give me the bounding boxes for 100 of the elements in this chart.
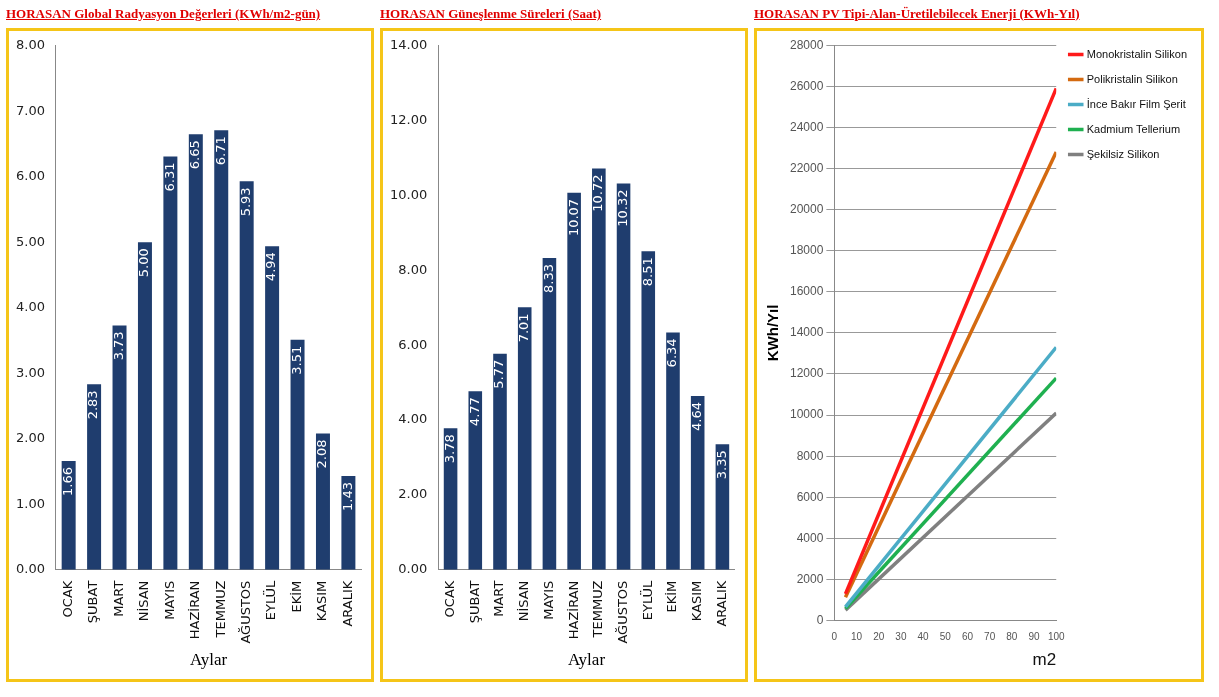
bar [265, 246, 280, 570]
x-tick-label: ARALIK [713, 580, 729, 627]
bar [542, 257, 557, 570]
data-label: 6.31 [161, 162, 177, 192]
bar [641, 251, 656, 570]
y-tick-label: 10000 [789, 407, 824, 422]
x-tick-label: HAZİRAN [565, 580, 581, 640]
x-tick-label: EYLÜL [262, 579, 279, 621]
bar [87, 384, 102, 570]
y-tick-label: 12.00 [390, 112, 428, 128]
x-tick-label: EKİM [288, 580, 304, 613]
bar [214, 130, 229, 570]
bar [592, 168, 606, 570]
y-tick-label: 2000 [796, 571, 824, 586]
y-tick-label: 10.00 [390, 186, 428, 202]
bar [616, 183, 631, 570]
x-tick-label: KASIM [314, 580, 330, 622]
bar [666, 332, 680, 570]
data-label: 4.77 [466, 397, 482, 427]
bar [163, 156, 178, 570]
y-tick-label: 4.00 [398, 411, 428, 427]
x-tick-label: ŞUBAT [466, 580, 482, 624]
bar [112, 325, 127, 570]
x-axis-title: Aylar [567, 650, 606, 670]
data-label: 7.01 [516, 313, 532, 343]
data-label: 8.33 [540, 263, 556, 293]
legend-label: Polikristalin Silikon [1086, 72, 1178, 85]
legend-label: Kadmium Tellerium [1086, 122, 1181, 135]
data-label: 10.32 [614, 189, 630, 227]
x-tick-label: TEMMUZ [212, 580, 228, 639]
x-tick-label: 10 [850, 631, 863, 643]
x-tick-label: EYLÜL [638, 579, 655, 621]
chart-title: HORASAN PV Tipi-Alan-Üretilebilecek Enerji (KWh-Yıl) [754, 6, 1081, 23]
data-label: 3.78 [441, 434, 457, 464]
x-tick-label: 60 [961, 631, 974, 643]
y-tick-label: 2.00 [15, 430, 45, 446]
x-tick-label: 50 [939, 631, 952, 643]
legend-label: Şekilsiz Silikon [1086, 147, 1160, 160]
data-label: 1.43 [339, 482, 355, 511]
data-label: 10.07 [565, 198, 581, 237]
bar [137, 242, 152, 570]
bar [315, 433, 330, 570]
y-tick-label: 0.00 [398, 561, 428, 577]
x-axis-title: m2 [1032, 650, 1057, 670]
y-tick-label: 14.00 [390, 37, 428, 53]
chart-title: HORASAN Güneşlenme Süreleri (Saat) [380, 6, 603, 23]
data-label: 5.93 [238, 187, 254, 217]
y-tick-label: 24000 [789, 119, 824, 134]
legend-label: Monokristalin Silikon [1086, 47, 1187, 60]
y-tick-label: 0.00 [15, 561, 45, 577]
x-tick-label: 90 [1028, 631, 1041, 643]
x-tick-label: MART [110, 580, 126, 617]
legend-label: İnce Bakır Film Şerit [1086, 97, 1186, 110]
y-tick-label: 8000 [796, 448, 824, 463]
y-tick-label: 6000 [796, 489, 824, 504]
data-label: 2.83 [85, 390, 101, 420]
bar [61, 460, 76, 570]
data-label: 5.77 [491, 359, 507, 389]
x-axis-title: Aylar [189, 650, 228, 670]
y-tick-label: 16000 [789, 284, 824, 299]
data-label: 10.72 [590, 174, 606, 212]
data-label: 8.51 [639, 257, 655, 287]
y-tick-label: 26000 [789, 78, 824, 93]
bar [468, 391, 483, 570]
y-tick-label: 22000 [789, 160, 824, 175]
x-tick-label: 30 [895, 631, 907, 643]
x-tick-label: EKİM [664, 580, 680, 613]
y-tick-label: 2.00 [398, 486, 428, 502]
x-tick-label: 40 [917, 631, 930, 643]
data-label: 4.94 [263, 252, 279, 282]
data-label: 1.66 [60, 466, 76, 496]
y-tick-label: 28000 [789, 37, 824, 52]
bar [517, 307, 532, 570]
y-tick-label: 5.00 [15, 233, 45, 249]
bar [239, 181, 254, 570]
y-tick-label: 12000 [789, 366, 824, 381]
data-label: 3.35 [713, 450, 729, 480]
x-tick-label: 70 [984, 631, 996, 643]
x-tick-label: MAYIS [161, 580, 177, 620]
bar [493, 353, 507, 570]
data-label: 6.71 [212, 136, 228, 166]
x-tick-label: ŞUBAT [85, 580, 101, 624]
x-tick-label: AĞUSTOS [238, 580, 254, 644]
y-tick-label: 8.00 [398, 261, 428, 277]
y-tick-label: 6.00 [15, 168, 45, 184]
y-tick-label: 1.00 [15, 495, 45, 511]
chart-title: HORASAN Global Radyasyon Değerleri (KWh/m2-gün) [6, 6, 322, 23]
x-tick-label: MART [491, 580, 507, 617]
data-label: 2.08 [314, 439, 330, 469]
x-tick-label: OCAK [60, 580, 76, 618]
y-tick-label: 4000 [796, 530, 824, 545]
y-tick-label: 8.00 [15, 37, 45, 53]
x-tick-label: OCAK [441, 580, 457, 618]
data-label: 4.64 [689, 402, 705, 431]
bar [290, 339, 305, 570]
y-tick-label: 4.00 [15, 299, 45, 315]
x-tick-label: KASIM [689, 580, 705, 622]
y-tick-label: 20000 [789, 201, 824, 216]
data-label: 3.51 [288, 345, 304, 375]
bar [567, 192, 581, 570]
